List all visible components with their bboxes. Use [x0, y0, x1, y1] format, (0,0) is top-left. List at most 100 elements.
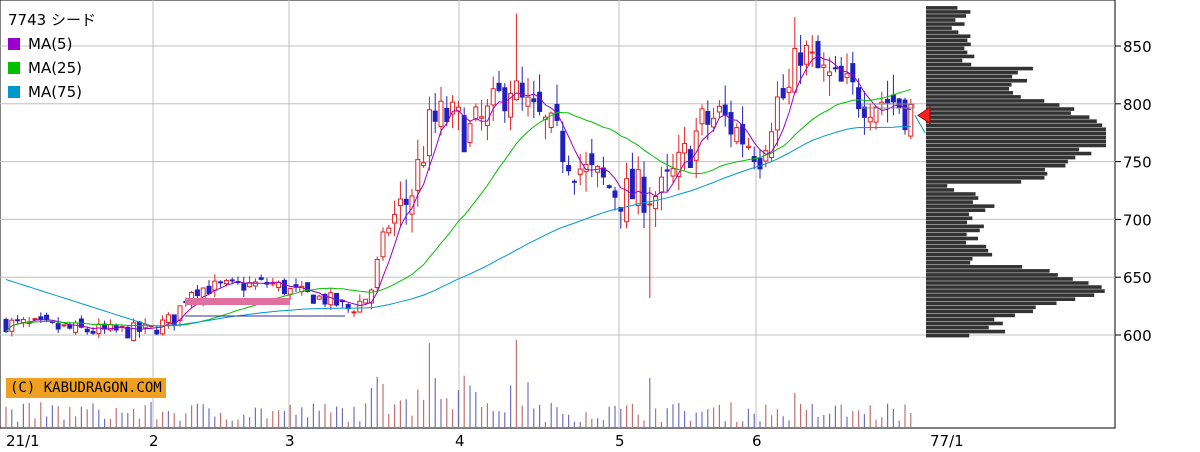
candle-body [821, 64, 827, 68]
volume-profile-bar [926, 260, 971, 265]
candle-body [305, 282, 311, 293]
candle-body [757, 157, 763, 170]
volume-profile-bar [926, 285, 1102, 289]
candle-body [606, 185, 612, 188]
volume-profile-bar [926, 107, 1075, 111]
volume-profile-bar [926, 6, 958, 10]
candle-body [612, 190, 618, 198]
candle-body [629, 168, 635, 200]
candle-body [444, 107, 450, 122]
candle-body [734, 127, 740, 143]
candle-body [20, 319, 26, 324]
volume-profile-bar [926, 329, 1006, 334]
volume-profile-bar [926, 111, 1071, 115]
y-tick-label: 850 [1123, 38, 1152, 56]
volume-profile-bar [926, 248, 989, 253]
candle-body [32, 318, 38, 321]
volume-profile-bar [926, 317, 995, 322]
volume-profile-bar [926, 192, 976, 196]
volume-profile-bar [926, 244, 987, 249]
candle-body [177, 305, 183, 321]
candle-body [635, 169, 641, 206]
candle-body [647, 203, 653, 206]
volume-profile-bar [926, 34, 971, 39]
volume-profile-bar [926, 176, 1045, 180]
volume-profile-bar [926, 321, 1003, 326]
volume-profile-bar [926, 232, 967, 237]
volume-profile-bar [926, 180, 1022, 184]
volume-profile-bar [926, 38, 968, 43]
x-tick-label: 77/1 [930, 432, 964, 450]
candle-body [571, 180, 577, 183]
volume-profile-bar [926, 236, 979, 241]
candle-body [832, 67, 838, 70]
candle-body [281, 279, 287, 295]
volume-profile-bar [926, 143, 1106, 148]
legend-item-ma25: MA(25) [8, 56, 96, 80]
candle-body [171, 314, 177, 325]
volume-profile-bar [926, 82, 1012, 87]
candle-body [131, 322, 137, 341]
y-tick-label: 600 [1123, 327, 1152, 345]
recent-range-box [861, 103, 915, 109]
volume-profile-bar [926, 228, 980, 233]
volume-profile-bar [926, 159, 1068, 164]
candle-body [125, 326, 131, 339]
volume-profile-bar [926, 252, 993, 257]
volume-profile-bar [926, 78, 1027, 83]
candle-body [624, 178, 630, 223]
volume-profile-bar [926, 208, 986, 212]
candle-body [374, 259, 380, 289]
volume-profile-bar [926, 119, 1097, 123]
candle-body [803, 45, 809, 65]
x-tick-label: 4 [455, 432, 465, 450]
candle-body [641, 176, 647, 213]
candle-body [583, 163, 589, 173]
volume-profile-bar [926, 26, 952, 30]
candle-body [664, 169, 670, 172]
candle-body [421, 162, 427, 167]
volume-profile-bar [926, 313, 1015, 318]
volume-profile-bar [926, 196, 979, 200]
candle-body [287, 288, 293, 295]
candle-body [699, 108, 705, 125]
volume-profile-bar [926, 22, 965, 26]
ma75-line [5, 126, 911, 327]
volume-profile-bar [926, 46, 965, 51]
volume-profile-bar [926, 216, 973, 221]
candle-body [218, 281, 224, 284]
volume-profile-bar [926, 151, 1092, 156]
candle-body [409, 195, 415, 215]
candle-body [502, 87, 508, 112]
candle-body [844, 73, 850, 79]
candle-body [740, 124, 746, 145]
volume-profile-bar [926, 155, 1076, 160]
candle-body [386, 227, 392, 234]
copyright-label: (C) KABUDRAGON.COM [6, 378, 166, 398]
candle-body [241, 283, 247, 291]
candle-body [716, 105, 722, 113]
volume-profile-bar [926, 220, 968, 225]
candle-body [792, 47, 798, 93]
candle-body [798, 52, 804, 66]
candle-body [484, 105, 490, 126]
candle-body [815, 41, 821, 69]
candle-body [44, 314, 50, 321]
candle-body [902, 99, 908, 131]
candle-body [450, 101, 456, 115]
candle-body [473, 106, 479, 120]
candle-body [548, 112, 554, 128]
candle-body [780, 87, 786, 99]
ma5-line [5, 55, 911, 332]
ma75-swatch [8, 86, 20, 98]
volume-profile-bar [926, 127, 1106, 132]
candle-body [154, 329, 160, 335]
candle-body [432, 110, 438, 122]
volume-profile-bar [926, 171, 1048, 176]
candle-body [873, 106, 879, 123]
volume-profile-bar [926, 163, 1066, 168]
candle-body [194, 289, 200, 297]
candle-body [658, 176, 664, 193]
y-tick-label: 800 [1123, 96, 1152, 114]
